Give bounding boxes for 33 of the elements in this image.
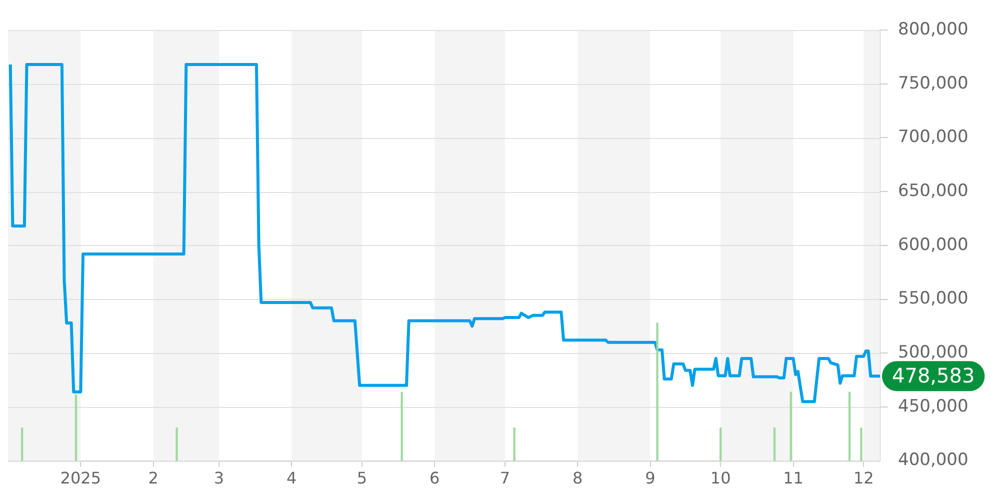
x-tick-label: 4 — [286, 468, 297, 488]
bar — [20, 428, 24, 461]
x-tick-label: 5 — [356, 468, 368, 488]
x-tick-label: 12 — [853, 468, 874, 488]
x-tick-label: 9 — [645, 468, 656, 488]
x-tick-label: 8 — [572, 468, 583, 488]
annotation: 478,583 — [892, 363, 975, 388]
y-tick-label: 650,000 — [898, 180, 968, 201]
bar — [176, 428, 178, 461]
x-tick-label: 11 — [783, 468, 804, 488]
y-tick-label: 450,000 — [898, 396, 968, 416]
bar — [656, 322, 658, 461]
bar — [400, 392, 403, 461]
y-tick-label: 550,000 — [898, 288, 968, 309]
bar — [513, 428, 516, 461]
x-tick-label: 2 — [148, 468, 158, 488]
y-tick-label: 750,000 — [898, 73, 968, 94]
bar — [848, 392, 851, 461]
bar — [790, 392, 792, 461]
x-tick-label: 2025 — [60, 468, 102, 488]
bar — [860, 428, 862, 461]
y-tick-label: 400,000 — [898, 450, 968, 470]
bar — [74, 394, 78, 461]
x-tick-label: 6 — [430, 468, 440, 488]
bar — [773, 428, 776, 461]
y-tick-label: 800,000 — [898, 19, 968, 40]
x-tick-label: 10 — [710, 468, 731, 488]
bar — [720, 428, 722, 461]
y-tick-label: 500,000 — [898, 342, 968, 363]
x-tick-label: 3 — [214, 468, 224, 488]
y-tick-label: 700,000 — [898, 127, 968, 148]
y-tick-label: 600,000 — [898, 234, 968, 255]
x-tick-label: 7 — [500, 468, 510, 488]
